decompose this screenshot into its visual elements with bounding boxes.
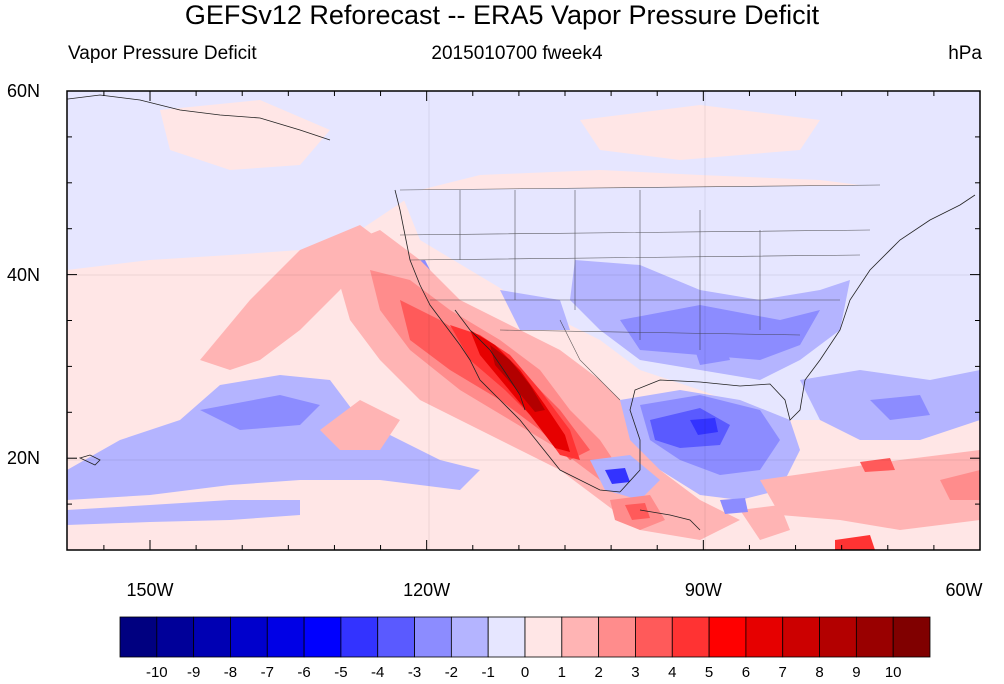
lat-label: 20N xyxy=(6,448,40,469)
colorbar-label: -6 xyxy=(297,664,311,681)
colorbar-label: 4 xyxy=(668,664,677,681)
colorbar-label: -9 xyxy=(186,664,201,681)
colorbar-label: 0 xyxy=(520,664,530,681)
colorbar-label: 5 xyxy=(704,664,714,681)
state-borders xyxy=(399,184,881,401)
colorbar-swatch xyxy=(598,616,636,658)
colorbar-swatch xyxy=(303,616,342,658)
graticule xyxy=(67,91,980,550)
colorbar-label: -4 xyxy=(371,664,385,681)
colorbar-swatch xyxy=(193,616,231,658)
colorbar-label: -3 xyxy=(407,664,422,681)
colorbar-swatch xyxy=(561,616,600,658)
colorbar-swatch xyxy=(450,616,489,658)
colorbar-label: 8 xyxy=(815,664,824,681)
colorbar-label: 1 xyxy=(557,664,566,681)
colorbar-label: 3 xyxy=(631,664,640,681)
lon-label: 60W xyxy=(945,580,983,600)
colorbar-swatch xyxy=(524,616,563,658)
lon-label: 90W xyxy=(684,580,722,600)
colorbar-label: 2 xyxy=(594,664,603,681)
colorbar-swatch xyxy=(119,616,158,658)
lat-label: 40N xyxy=(6,264,40,285)
colorbar-label: -1 xyxy=(481,664,495,681)
colorbar-swatch xyxy=(635,616,673,658)
colorbar-swatch xyxy=(377,616,415,658)
coastlines xyxy=(67,94,976,531)
colorbar-label: 7 xyxy=(778,664,787,681)
colorbar-swatch xyxy=(230,616,268,658)
colorbar-label: 6 xyxy=(741,664,751,681)
map-title: GEFSv12 Reforecast -- ERA5 Vapor Pressur… xyxy=(184,0,820,30)
lat-label: 60N xyxy=(6,81,40,101)
colorbar-swatch xyxy=(745,616,784,658)
colorbar-swatch xyxy=(892,616,931,658)
colorbar-label: -8 xyxy=(223,664,238,681)
colorbar-label: -7 xyxy=(260,664,274,681)
colorbar-label: 9 xyxy=(852,664,861,681)
lon-label: 120W xyxy=(403,580,451,600)
colorbar-swatch xyxy=(671,616,710,658)
colorbar-swatch xyxy=(819,616,857,658)
colorbar-swatch xyxy=(414,616,452,658)
units-label: hPa xyxy=(948,43,982,64)
colorbar-swatch xyxy=(266,616,305,658)
lon-label: 150W xyxy=(126,580,174,600)
colorbar-swatch xyxy=(156,616,195,658)
variable-label: Vapor Pressure Deficit xyxy=(68,43,257,64)
forecast-date-label: 2015010700 fweek4 xyxy=(431,43,603,64)
colorbar-swatch xyxy=(855,616,894,658)
colorbar-swatch xyxy=(708,616,747,658)
colorbar-swatch xyxy=(782,616,820,658)
colorbar-swatch xyxy=(340,616,379,658)
colorbar-label: 10 xyxy=(884,664,902,681)
colorbar-label: -10 xyxy=(145,664,168,681)
colorbar-label: -2 xyxy=(444,664,459,681)
central-pacific-blue-band xyxy=(67,375,480,500)
axis-ticks xyxy=(67,90,981,551)
colorbar-label: -5 xyxy=(334,664,348,681)
colorbar-swatch xyxy=(487,616,526,658)
